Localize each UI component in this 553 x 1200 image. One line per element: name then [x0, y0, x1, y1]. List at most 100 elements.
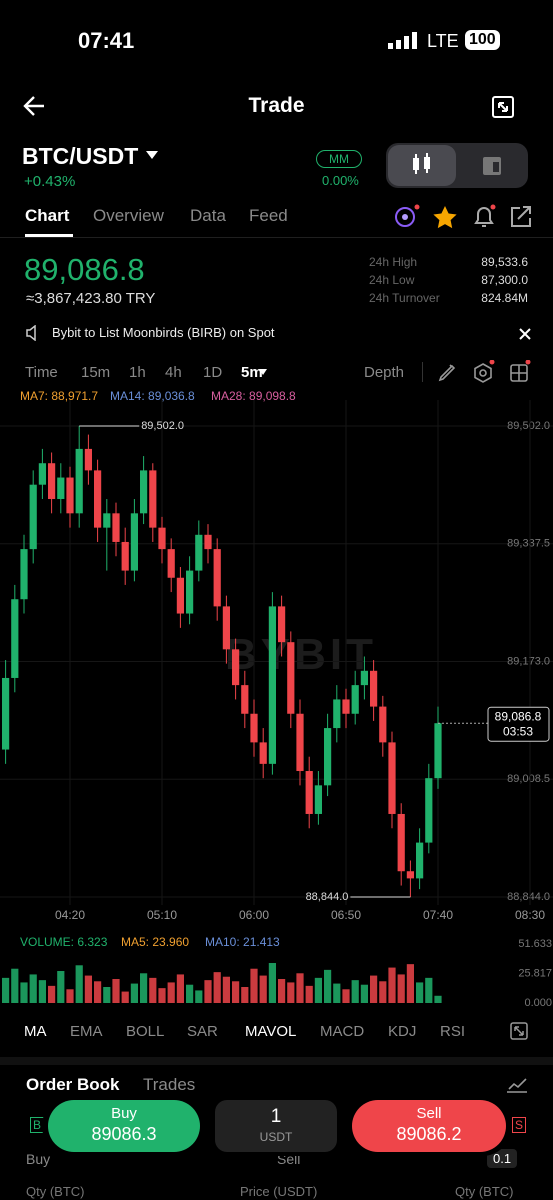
close-banner[interactable]: [519, 328, 531, 340]
candle-body: [48, 463, 56, 500]
sell-label: Sell: [416, 1105, 442, 1122]
volume-bar: [130, 983, 138, 1003]
indicator[interactable]: BOLL: [126, 1023, 165, 1040]
candle-view-button[interactable]: [388, 145, 456, 186]
candle-body: [204, 534, 212, 550]
buy-price: 89086.3: [91, 1124, 157, 1144]
tab[interactable]: Chart: [25, 206, 70, 225]
stat-label: 24h Low: [369, 273, 415, 287]
pair-symbol[interactable]: BTC/USDT: [22, 143, 139, 169]
divider: [0, 1057, 553, 1065]
y-tick-label: 89,337.5: [507, 538, 550, 550]
candle-body: [268, 606, 276, 764]
ma-label: MA14: 89,036.8: [110, 389, 195, 403]
volume-bar: [232, 981, 240, 1003]
stat-value: 87,300.0: [481, 273, 528, 287]
orderbook-tab[interactable]: Order Book: [26, 1075, 120, 1094]
interval[interactable]: 15m: [81, 364, 111, 381]
low-label: 88,844.0: [306, 891, 349, 903]
candle-body: [250, 713, 258, 743]
expand-button[interactable]: [491, 95, 515, 119]
volume-bar: [351, 980, 359, 1003]
volume-bar: [213, 972, 221, 1003]
candle-body: [259, 742, 267, 764]
interval[interactable]: 5m: [241, 364, 263, 381]
mm-value: 0.00%: [322, 173, 359, 188]
indicator-settings[interactable]: [510, 1022, 528, 1040]
volume-bar: [287, 982, 295, 1003]
candle-body: [213, 549, 221, 607]
volume-bar: [11, 968, 19, 1003]
volume-bar: [241, 987, 249, 1003]
candle-body: [11, 599, 19, 678]
y-tick-label: 89,173.0: [507, 655, 550, 667]
indicator[interactable]: MACD: [320, 1023, 365, 1040]
candle-body: [167, 549, 175, 578]
indicator[interactable]: SAR: [187, 1023, 218, 1040]
volume-bar: [360, 984, 368, 1003]
tab-underline: [25, 234, 73, 237]
volume-bar: [149, 977, 157, 1003]
volume-bar: [75, 965, 83, 1003]
candle-body: [305, 771, 313, 814]
candle-body: [342, 699, 350, 714]
candle-body: [140, 470, 148, 514]
sell-button[interactable]: Sell 89086.2: [352, 1100, 506, 1152]
interval[interactable]: 1D: [203, 364, 223, 381]
interval-dropdown[interactable]: [258, 368, 268, 376]
volume-bar: [305, 985, 313, 1003]
stat-label: 24h Turnover: [369, 291, 440, 305]
chart-icon[interactable]: [506, 1075, 528, 1093]
candle-body: [130, 513, 138, 571]
list-view-button[interactable]: [482, 156, 502, 176]
volume-bar: [29, 974, 37, 1003]
candle-body: [333, 699, 341, 729]
y-tick-label: 89,502.0: [507, 420, 550, 432]
buy-button[interactable]: Buy 89086.3: [48, 1100, 200, 1152]
step-select[interactable]: 0.1: [487, 1149, 518, 1168]
candle-body: [121, 541, 129, 571]
candle-body: [75, 448, 83, 514]
tab[interactable]: Data: [190, 206, 226, 225]
volume-bar: [397, 974, 405, 1003]
candle-body: [425, 778, 433, 843]
interval[interactable]: 4h: [165, 364, 182, 381]
volume-bar: [416, 982, 424, 1003]
indicator[interactable]: RSI: [440, 1023, 466, 1040]
indicator[interactable]: MAVOL: [245, 1023, 297, 1040]
volume-bar: [314, 977, 322, 1003]
indicator[interactable]: MA: [24, 1023, 47, 1040]
volume-bar: [296, 973, 304, 1003]
pair-dropdown[interactable]: [146, 150, 158, 160]
status-time: 07:41: [78, 28, 135, 53]
interval[interactable]: Time: [25, 364, 58, 381]
trades-tab[interactable]: Trades: [143, 1075, 196, 1094]
volume-bar: [259, 975, 267, 1003]
stat-label: 24h High: [369, 255, 418, 269]
indicator[interactable]: EMA: [70, 1023, 103, 1040]
pair-change: +0.43%: [24, 173, 76, 190]
qty-input[interactable]: 1 USDT: [215, 1100, 337, 1152]
volume-bar: [94, 981, 102, 1003]
volume-bar: [250, 968, 258, 1003]
interval[interactable]: 1h: [129, 364, 146, 381]
candle-body: [176, 577, 184, 614]
depth-tab[interactable]: Depth: [364, 364, 405, 381]
tab[interactable]: Feed: [249, 206, 288, 225]
qty-unit: USDT: [259, 1130, 293, 1144]
qty-value: 1: [270, 1106, 282, 1127]
volume-bar: [176, 974, 184, 1003]
volume-bar: [342, 989, 350, 1003]
candle-body: [149, 470, 157, 528]
candle-body: [29, 484, 37, 550]
price-tag-countdown: 03:53: [503, 724, 533, 738]
tab[interactable]: Overview: [93, 206, 164, 225]
back-button[interactable]: [22, 94, 48, 118]
announcement[interactable]: Bybit to List Moonbirds (BIRB) on Spot: [52, 325, 275, 340]
indicator[interactable]: KDJ: [388, 1023, 417, 1040]
candle-body: [222, 606, 230, 650]
candle-body: [296, 713, 304, 772]
volume-label: MA10: 21.413: [205, 935, 280, 949]
volume-bar: [406, 964, 414, 1003]
volume-bar: [140, 973, 148, 1003]
